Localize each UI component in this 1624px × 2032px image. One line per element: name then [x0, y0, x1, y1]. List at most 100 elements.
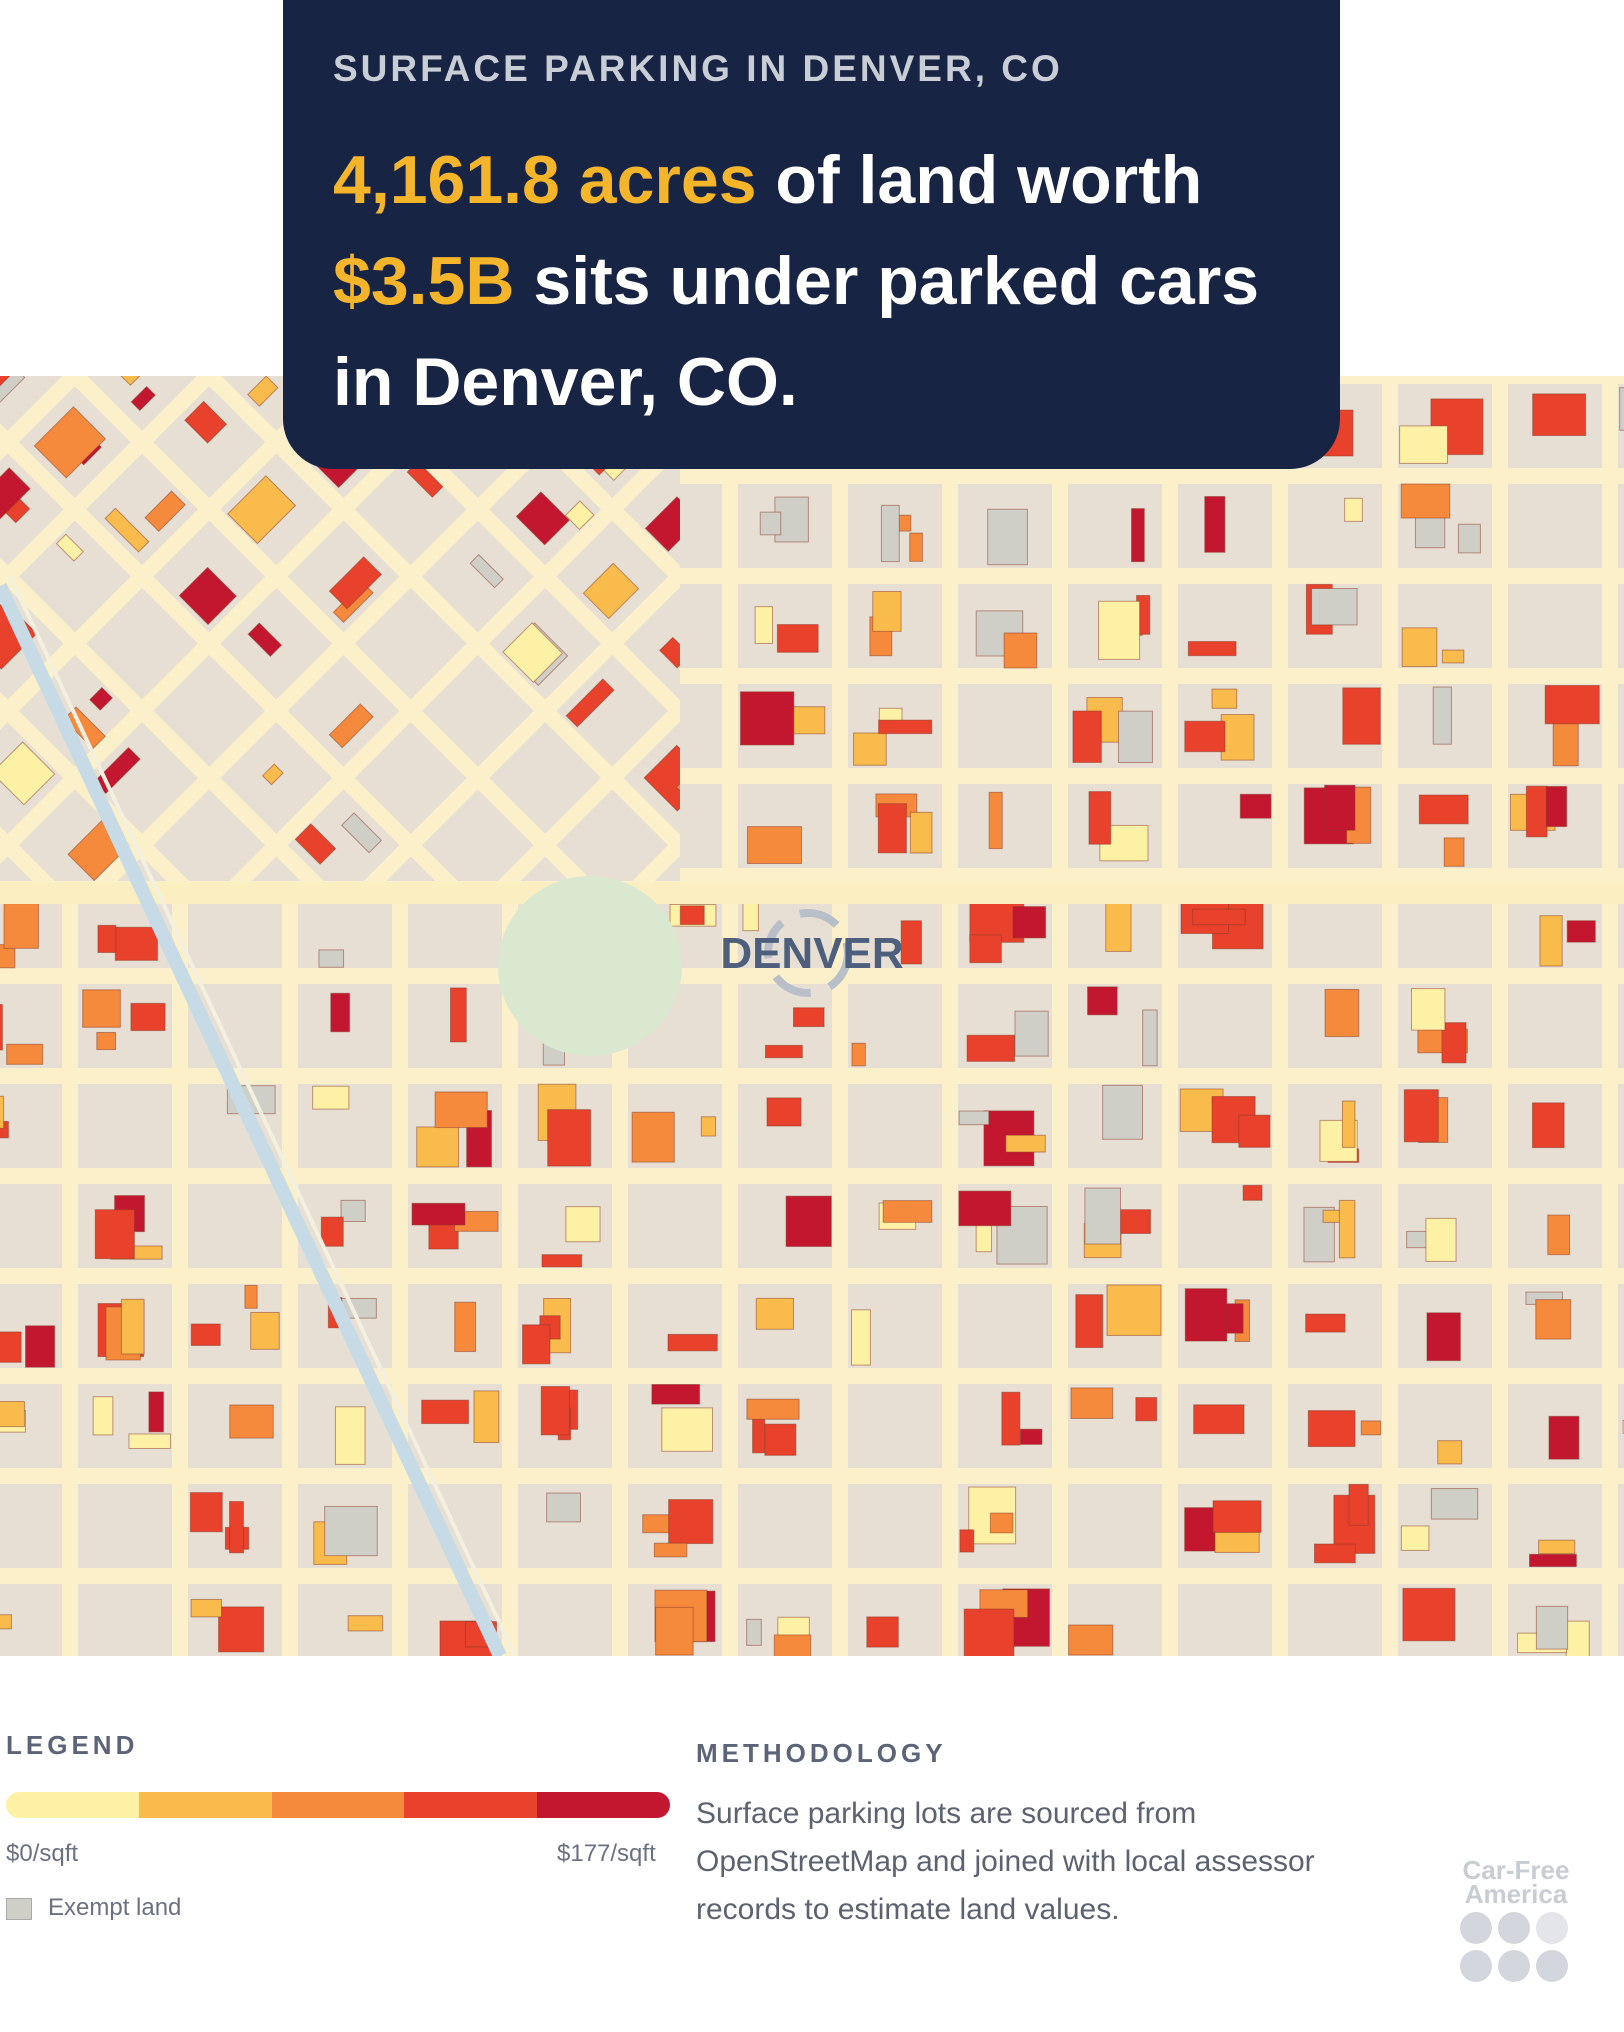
- parcel: [785, 1195, 832, 1247]
- parcel: [340, 812, 383, 854]
- block: [848, 1484, 942, 1568]
- parcel: [261, 763, 284, 786]
- block: [287, 654, 400, 767]
- parcel: [1212, 1500, 1262, 1533]
- parcel: [909, 811, 933, 854]
- block: [1618, 1184, 1624, 1268]
- map: DENVER: [0, 376, 1624, 1656]
- logo-icons: [1460, 1912, 1568, 1982]
- block: [1618, 584, 1624, 668]
- methodology-text: Surface parking lots are sourced from Op…: [696, 1797, 1315, 1926]
- parcel: [250, 1311, 280, 1350]
- city-marker: [764, 909, 852, 997]
- parcel: [1324, 784, 1356, 831]
- parcel: [1402, 1587, 1456, 1642]
- methodology-title: METHODOLOGY: [696, 1738, 947, 1768]
- parcel: [184, 400, 228, 444]
- parcel: [1187, 641, 1237, 657]
- canal-bank: [8, 575, 517, 1656]
- block: [78, 1084, 172, 1168]
- block: [188, 1184, 282, 1268]
- legend-segment: [271, 1792, 405, 1818]
- parcel: [776, 624, 819, 653]
- block: [1618, 1084, 1624, 1168]
- parcel: [643, 744, 680, 812]
- logo-line: America: [1464, 1879, 1568, 1909]
- legend-segment: [537, 1792, 670, 1818]
- parcel: [328, 703, 374, 749]
- parcel: [909, 532, 923, 562]
- block: [556, 789, 669, 881]
- block: [1618, 784, 1624, 868]
- parcel: [1012, 906, 1047, 939]
- parcel: [1118, 710, 1153, 764]
- parcel: [0, 944, 16, 969]
- parcel: [96, 1031, 117, 1051]
- parcel: [1130, 508, 1145, 563]
- parcel: [851, 1042, 866, 1067]
- parcel: [969, 934, 1002, 964]
- parcel: [880, 504, 900, 563]
- parcel: [1538, 1539, 1576, 1555]
- parcel: [1088, 791, 1112, 845]
- block: [354, 722, 467, 834]
- parcel: [144, 490, 186, 532]
- canal: [0, 583, 507, 1656]
- parcel: [565, 678, 615, 728]
- block: [1618, 984, 1624, 1068]
- parcel: [1338, 1199, 1356, 1259]
- parcel: [1019, 1428, 1043, 1445]
- block: [1618, 684, 1624, 768]
- parcel: [1529, 1553, 1577, 1568]
- parcel: [94, 1209, 135, 1260]
- parcel: [987, 508, 1028, 566]
- block: [354, 453, 467, 566]
- block: [1068, 484, 1162, 568]
- block: [1288, 1584, 1382, 1656]
- parcel: [754, 606, 774, 644]
- legend-segment: [138, 1792, 272, 1818]
- parcel: [1426, 1312, 1461, 1362]
- parcel: [294, 823, 337, 865]
- parcel: [661, 1407, 713, 1452]
- parcel: [959, 1529, 975, 1553]
- parcel: [1410, 988, 1446, 1031]
- parcel: [853, 732, 887, 766]
- parcel: [247, 376, 279, 407]
- parcel: [1531, 1102, 1565, 1149]
- parcel: [746, 1398, 800, 1420]
- parcel: [324, 1505, 378, 1557]
- parcel: [104, 507, 150, 553]
- parcel: [773, 1634, 812, 1656]
- parcel: [900, 920, 922, 965]
- parcel: [1360, 1420, 1382, 1436]
- block: [518, 1584, 612, 1656]
- logo-line: Car-Free: [1462, 1855, 1570, 1885]
- block: [78, 1584, 172, 1656]
- parcel: [515, 491, 570, 546]
- headline-card: SURFACE PARKING IN DENVER, CO 4,161.8 ac…: [283, 0, 1340, 469]
- parcel: [679, 905, 705, 925]
- parcel: [1441, 649, 1465, 664]
- parcel: [120, 1298, 145, 1355]
- parcel: [190, 1323, 221, 1346]
- block: [1618, 1584, 1624, 1656]
- parcel: [644, 496, 680, 552]
- parcel: [218, 1606, 265, 1653]
- parcel: [1305, 1313, 1346, 1333]
- parcel: [547, 1109, 592, 1167]
- parcel: [1619, 387, 1624, 431]
- parcel: [1544, 685, 1600, 725]
- block: [86, 722, 198, 834]
- parcel: [0, 1331, 22, 1363]
- parcel: [502, 622, 564, 684]
- parcel: [1443, 837, 1465, 867]
- parcel: [330, 992, 351, 1033]
- parcel: [0, 1095, 5, 1129]
- parcel: [1184, 1288, 1228, 1342]
- parcel: [1307, 1410, 1356, 1448]
- parcel: [1548, 1415, 1580, 1460]
- parcel: [114, 926, 158, 961]
- block: [738, 1484, 832, 1568]
- block: [1178, 1584, 1272, 1656]
